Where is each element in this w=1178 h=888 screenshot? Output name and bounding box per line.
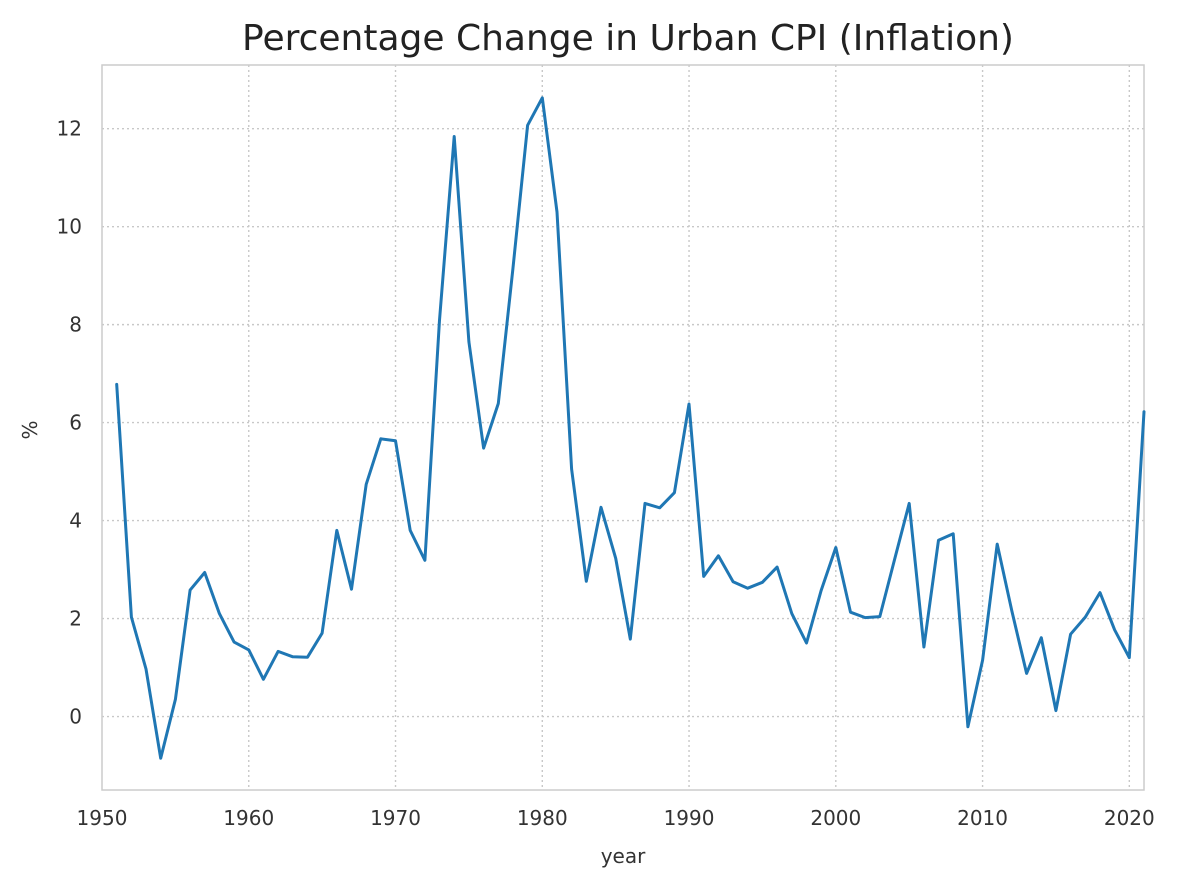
- x-tick-label: 2010: [957, 806, 1008, 830]
- x-tick-label: 2000: [810, 806, 861, 830]
- y-tick-label: 8: [69, 313, 82, 337]
- y-tick-label: 6: [69, 411, 82, 435]
- x-tick-label: 1980: [517, 806, 568, 830]
- tick-labels: 1950 1960 1970 1980 1990 2000 2010 2020 0 2 4 6 8 10 1…: [57, 117, 1155, 830]
- x-tick-label: 2020: [1104, 806, 1155, 830]
- y-tick-label: 0: [69, 705, 82, 729]
- x-axis-label: year: [601, 844, 646, 868]
- gridlines: [102, 65, 1144, 790]
- y-tick-label: 12: [57, 117, 82, 141]
- chart-title: Percentage Change in Urban CPI (Inflatio…: [242, 18, 1014, 59]
- series-layer: [115, 96, 1146, 760]
- y-tick-label: 2: [69, 607, 82, 631]
- x-tick-label: 1950: [77, 806, 128, 830]
- inflation-series-line: [115, 96, 1146, 760]
- x-tick-label: 1970: [370, 806, 421, 830]
- y-axis-label: %: [18, 420, 42, 439]
- y-tick-label: 10: [57, 215, 82, 239]
- x-tick-label: 1960: [223, 806, 274, 830]
- plot-frame: [101, 64, 1145, 791]
- x-tick-label: 1990: [664, 806, 715, 830]
- y-tick-label: 4: [69, 509, 82, 533]
